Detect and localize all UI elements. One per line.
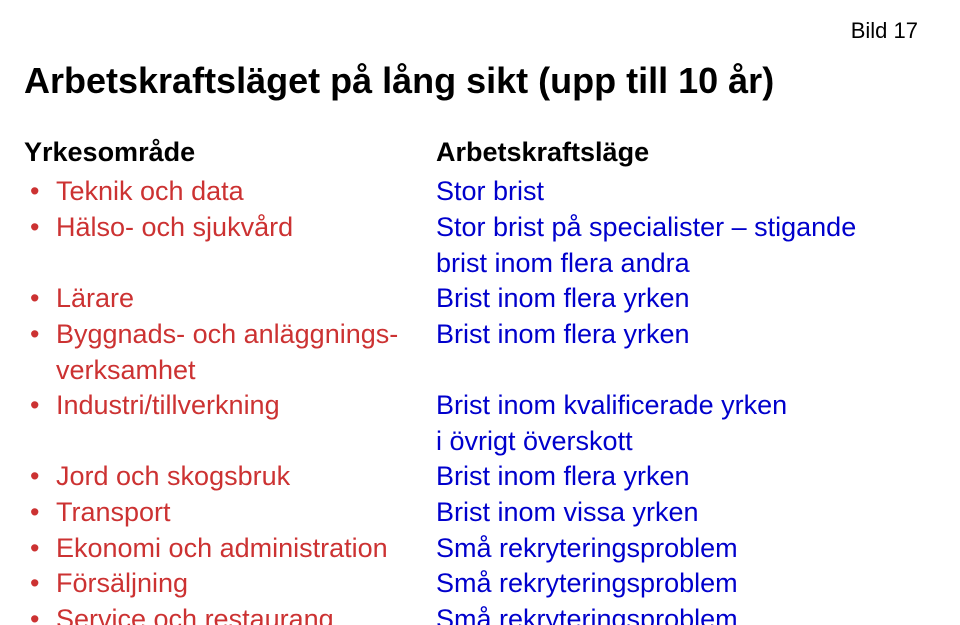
list-item: Brist inom flera yrken (436, 281, 930, 317)
list-item-label: brist inom flera andra (436, 246, 930, 282)
list-item-label: Försäljning (56, 566, 432, 602)
list-item-label: Byggnads- och anläggnings- (56, 317, 432, 353)
list-item: Brist inom flera yrken (436, 459, 930, 495)
right-column-header: Arbetskraftsläge (436, 135, 930, 170)
bullet-icon: • (24, 566, 56, 602)
list-item-label: Brist inom flera yrken (436, 459, 930, 495)
list-item: Brist inom vissa yrken (436, 495, 930, 531)
list-item-label: Transport (56, 495, 432, 531)
list-item (436, 353, 930, 389)
list-item-label: Brist inom kvalificerade yrken (436, 388, 930, 424)
list-item: i övrigt överskott (436, 424, 930, 460)
bullet-icon (24, 424, 56, 460)
page-label: Bild 17 (851, 18, 918, 44)
list-item-label (56, 424, 432, 460)
list-item: Stor brist på specialister – stigande (436, 210, 930, 246)
list-item-label: Brist inom vissa yrken (436, 495, 930, 531)
bullet-icon: • (24, 531, 56, 567)
list-item: •Industri/tillverkning (24, 388, 432, 424)
list-item: brist inom flera andra (436, 246, 930, 282)
list-item: •Byggnads- och anläggnings- (24, 317, 432, 353)
list-item-label: verksamhet (56, 353, 432, 389)
list-item-label: Industri/tillverkning (56, 388, 432, 424)
list-item-label: Stor brist (436, 174, 930, 210)
list-item-label: Hälso- och sjukvård (56, 210, 432, 246)
list-item: Brist inom kvalificerade yrken (436, 388, 930, 424)
list-item: •Hälso- och sjukvård (24, 210, 432, 246)
list-item: •Försäljning (24, 566, 432, 602)
list-item: •Transport (24, 495, 432, 531)
list-item: verksamhet (24, 353, 432, 389)
right-column: Arbetskraftsläge Stor brist Stor brist p… (432, 135, 930, 625)
list-item-label: Brist inom flera yrken (436, 281, 930, 317)
list-item-label: Stor brist på specialister – stigande (436, 210, 930, 246)
list-item-label: Lärare (56, 281, 432, 317)
list-item-label: Service och restaurang (56, 602, 432, 625)
bullet-icon: • (24, 459, 56, 495)
list-item: Stor brist (436, 174, 930, 210)
bullet-icon: • (24, 174, 56, 210)
left-column: Yrkesområde •Teknik och data •Hälso- och… (24, 135, 432, 625)
list-item: Brist inom flera yrken (436, 317, 930, 353)
bullet-icon: • (24, 602, 56, 625)
list-item (24, 424, 432, 460)
bullet-icon: • (24, 317, 56, 353)
list-item-label (436, 353, 930, 389)
bullet-icon: • (24, 210, 56, 246)
list-item: •Teknik och data (24, 174, 432, 210)
list-item-label: Brist inom flera yrken (436, 317, 930, 353)
slide: Bild 17 Arbetskraftsläget på lång sikt (… (0, 0, 960, 625)
list-item: •Service och restaurang (24, 602, 432, 625)
list-item-label: Små rekryteringsproblem (436, 602, 930, 625)
bullet-icon: • (24, 281, 56, 317)
list-item: Små rekryteringsproblem (436, 566, 930, 602)
bullet-icon (24, 353, 56, 389)
list-item: Små rekryteringsproblem (436, 531, 930, 567)
list-item (24, 246, 432, 282)
list-item: Små rekryteringsproblem (436, 602, 930, 625)
list-item-label: i övrigt överskott (436, 424, 930, 460)
two-column-table: Yrkesområde •Teknik och data •Hälso- och… (24, 135, 930, 625)
list-item-label: Små rekryteringsproblem (436, 566, 930, 602)
list-item-label: Teknik och data (56, 174, 432, 210)
list-item-label: Ekonomi och administration (56, 531, 432, 567)
left-column-header: Yrkesområde (24, 135, 432, 170)
bullet-icon: • (24, 495, 56, 531)
list-item-label: Jord och skogsbruk (56, 459, 432, 495)
bullet-icon: • (24, 388, 56, 424)
list-item-label (56, 246, 432, 282)
list-item: •Ekonomi och administration (24, 531, 432, 567)
list-item: •Lärare (24, 281, 432, 317)
slide-title: Arbetskraftsläget på lång sikt (upp till… (24, 60, 930, 101)
bullet-icon (24, 246, 56, 282)
list-item: •Jord och skogsbruk (24, 459, 432, 495)
list-item-label: Små rekryteringsproblem (436, 531, 930, 567)
